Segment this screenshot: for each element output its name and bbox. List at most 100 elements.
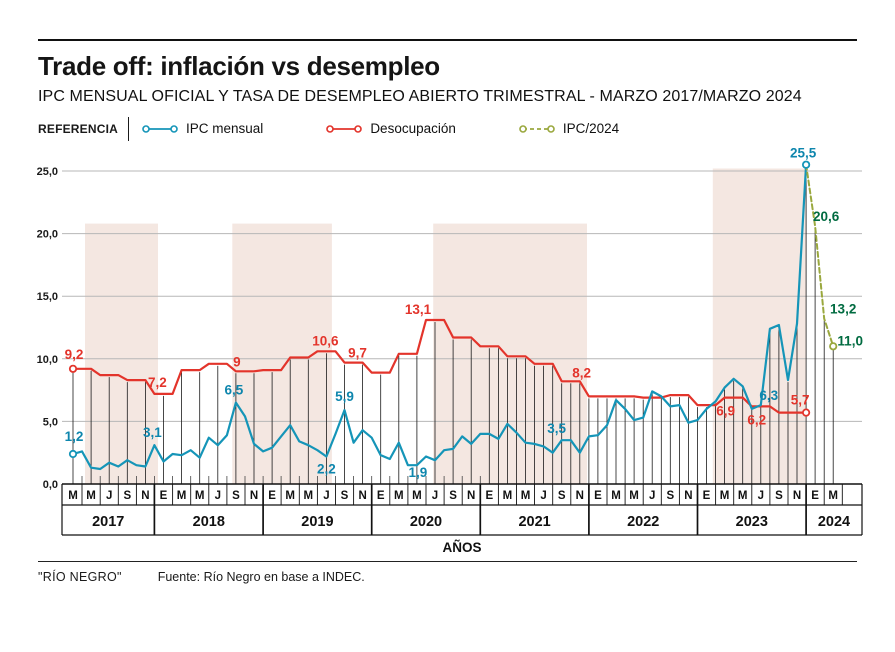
x-axis-title: AÑOS: [442, 540, 481, 555]
data-label: 1,2: [65, 429, 84, 444]
month-label: J: [649, 490, 655, 502]
year-label: 2021: [518, 514, 550, 530]
y-tick-label: 15,0: [37, 291, 58, 303]
y-tick-label: 25,0: [37, 166, 58, 178]
data-label: 11,0: [837, 333, 863, 348]
month-label: J: [758, 490, 764, 502]
year-label: 2017: [92, 514, 124, 530]
month-label: M: [629, 490, 639, 502]
data-label: 6,2: [747, 412, 766, 427]
legend: REFERENCIA IPC mensual Desocupación: [38, 116, 857, 141]
month-label: M: [828, 490, 838, 502]
data-label: 5,7: [791, 392, 810, 407]
dashed-line-marker-icon: [519, 124, 555, 133]
month-label: M: [611, 490, 621, 502]
desocupacion-line: [71, 318, 808, 414]
legend-divider: [128, 116, 130, 141]
data-label: 20,6: [813, 209, 840, 224]
month-label: E: [268, 490, 276, 502]
point-marker: [829, 341, 838, 350]
top-rule: [38, 39, 857, 41]
legend-title: REFERENCIA: [38, 121, 119, 136]
annotations: 1,2 3,1 6,5 2,2 5,9 1,9 3,5 6,3 25,5 9,2 7,2 9 10,6 9…: [65, 145, 863, 480]
month-label: S: [558, 490, 566, 502]
year-label: 2022: [627, 514, 659, 530]
data-label: 13,2: [830, 301, 856, 316]
year-label: 2020: [410, 514, 442, 530]
data-label: 2,2: [317, 461, 336, 476]
line-marker-icon: [326, 124, 363, 133]
month-label: E: [703, 490, 711, 502]
legend-item-desocupacion-label: Desocupación: [370, 121, 456, 137]
infographic: Trade off: inflación vs desempleo IPC ME…: [0, 39, 895, 141]
data-label: 1,9: [409, 465, 428, 480]
data-label: 25,5: [790, 145, 817, 160]
band: [712, 168, 806, 484]
data-label: 9,2: [65, 346, 84, 361]
data-label: 8,2: [572, 365, 591, 380]
recession-bands: [85, 168, 806, 484]
year-label: 2019: [301, 514, 333, 530]
data-label: 10,6: [312, 333, 339, 348]
year-label: 2023: [736, 514, 768, 530]
legend-item-ipc-label: IPC mensual: [186, 121, 264, 137]
legend-item-ipc2024: IPC/2024: [518, 121, 619, 136]
month-label: M: [521, 490, 531, 502]
page-subtitle: IPC MENSUAL OFICIAL Y TASA DE DESEMPLEO …: [38, 87, 802, 105]
month-label: M: [285, 490, 295, 502]
month-label: S: [123, 490, 131, 502]
month-label: E: [485, 490, 493, 502]
point-marker: [801, 160, 811, 169]
month-label: S: [775, 490, 783, 502]
month-label: M: [68, 490, 78, 502]
line-marker-icon: [142, 124, 178, 133]
data-label: 9: [233, 354, 241, 369]
month-label: M: [304, 490, 314, 502]
month-label: J: [432, 490, 438, 502]
chart: 0,0 5,0 10,0 15,0 20,0 25,0 1,2 3,1 6,5 2,2 5,9 1,9…: [37, 145, 863, 555]
month-label: N: [793, 490, 801, 502]
legend-item-desocupacion: Desocupación: [325, 121, 456, 136]
month-label: N: [358, 490, 366, 502]
page-title: Trade off: inflación vs desempleo: [38, 51, 440, 81]
month-label: M: [503, 490, 513, 502]
month-label: E: [160, 490, 168, 502]
month-label: M: [177, 490, 187, 502]
footer-brand: "RÍO NEGRO": [38, 569, 122, 584]
month-label: E: [811, 490, 819, 502]
month-label: N: [684, 490, 692, 502]
month-label: J: [540, 490, 546, 502]
data-label: 7,2: [148, 374, 167, 389]
y-tick-label: 5,0: [43, 416, 58, 428]
month-label: N: [250, 490, 258, 502]
month-label: M: [720, 490, 730, 502]
month-label: N: [576, 490, 584, 502]
year-label: 2024: [818, 514, 850, 530]
month-label: N: [467, 490, 475, 502]
series: [68, 160, 838, 470]
data-label: 3,5: [547, 421, 566, 436]
month-label: E: [377, 490, 385, 502]
data-label: 5,9: [335, 389, 354, 404]
month-label: M: [394, 490, 404, 502]
legend-item-ipc: IPC mensual: [141, 121, 263, 136]
month-label: J: [215, 490, 221, 502]
month-label: J: [106, 490, 112, 502]
data-label: 6,3: [759, 388, 778, 403]
data-label: 13,1: [405, 302, 432, 317]
month-label: S: [666, 490, 674, 502]
gridlines: 0,0 5,0 10,0 15,0 20,0 25,0: [37, 166, 862, 491]
month-label: M: [738, 490, 748, 502]
legend-item-ipc2024-label: IPC/2024: [562, 121, 620, 137]
ipc-2024-line: [805, 163, 835, 347]
month-label: M: [86, 490, 96, 502]
data-label: 9,7: [348, 345, 367, 360]
month-label: N: [141, 490, 149, 502]
month-label: M: [412, 490, 422, 502]
band: [85, 223, 158, 484]
month-label: S: [341, 490, 349, 502]
y-tick-label: 10,0: [37, 353, 58, 365]
footer-source: Fuente: Río Negro en base a INDEC.: [157, 569, 365, 584]
month-label: J: [323, 490, 329, 502]
footer: "RÍO NEGRO" Fuente: Río Negro en base a …: [38, 560, 857, 584]
